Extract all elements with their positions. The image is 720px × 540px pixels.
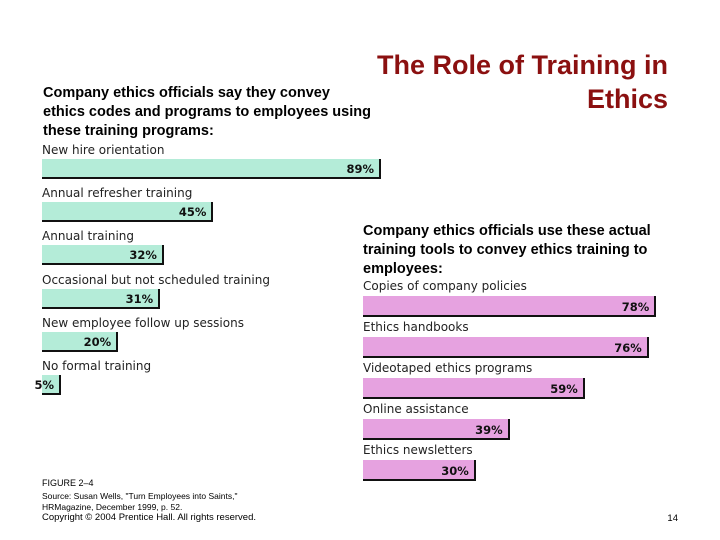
tool-label-online-assistance: Online assistance bbox=[363, 402, 469, 416]
slide-title: The Role of Training in Ethics bbox=[376, 50, 668, 114]
program-label-occasional-but-not-scheduled-training: Occasional but not scheduled training bbox=[42, 272, 270, 287]
tool-value-label: 78% bbox=[621, 300, 650, 314]
program-value-label: 89% bbox=[346, 162, 375, 176]
tool-bar-videotaped-ethics-programs: 59% bbox=[363, 378, 585, 399]
tool-bar-copies-of-company-policies: 78% bbox=[363, 296, 657, 317]
tool-label-ethics-handbooks: Ethics handbooks bbox=[363, 320, 469, 334]
program-bar-no-formal-training: 5% bbox=[35, 375, 62, 395]
tool-value-label: 39% bbox=[475, 423, 503, 437]
program-label-annual-training: Annual training bbox=[42, 229, 135, 244]
program-value-label: 31% bbox=[125, 291, 154, 306]
page-number: 14 bbox=[667, 513, 678, 524]
tool-bar-ethics-newsletters: 30% bbox=[363, 460, 476, 481]
program-value-label: 45% bbox=[178, 205, 207, 220]
left-chart-intro: Company ethics officials say they convey… bbox=[43, 85, 371, 139]
program-label-new-hire-orientation: New hire orientation bbox=[42, 143, 165, 157]
tool-value-label: 59% bbox=[550, 382, 578, 396]
tool-bar-online-assistance: 39% bbox=[363, 419, 510, 440]
tool-label-copies-of-company-policies: Copies of company policies bbox=[363, 279, 527, 293]
tool-value-label: 76% bbox=[614, 341, 642, 355]
program-value-label: 32% bbox=[129, 248, 157, 263]
copyright-notice: Copyright © 2004 Prentice Hall. All righ… bbox=[42, 512, 256, 523]
program-value-label: 5% bbox=[34, 378, 55, 392]
right-chart-intro: Company ethics officials use these actua… bbox=[363, 223, 651, 277]
program-bar-occasional-but-not-scheduled-training: 31% bbox=[42, 288, 161, 309]
program-bar-new-hire-orientation: 89% bbox=[42, 159, 382, 179]
program-bar-new-employee-follow-up-sessions: 20% bbox=[42, 331, 119, 352]
program-label-no-formal-training: No formal training bbox=[42, 359, 152, 373]
source-citation: Source: Susan Wells, "Turn Employees int… bbox=[42, 491, 238, 501]
program-label-new-employee-follow-up-sessions: New employee follow up sessions bbox=[42, 315, 244, 330]
program-bar-annual-refresher-training: 45% bbox=[42, 202, 214, 223]
tool-value-label: 30% bbox=[441, 464, 469, 478]
program-label-annual-refresher-training: Annual refresher training bbox=[42, 186, 193, 201]
program-bar-annual-training: 32% bbox=[42, 245, 164, 266]
figure-label: FIGURE 2–4 bbox=[42, 478, 94, 488]
program-value-label: 20% bbox=[83, 334, 112, 349]
tool-bar-ethics-handbooks: 76% bbox=[363, 337, 649, 358]
source-citation-detail: HRMagazine, December 1999, p. 52. bbox=[42, 502, 183, 512]
tool-label-videotaped-ethics-programs: Videotaped ethics programs bbox=[363, 361, 533, 375]
tool-label-ethics-newsletters: Ethics newsletters bbox=[363, 443, 473, 457]
